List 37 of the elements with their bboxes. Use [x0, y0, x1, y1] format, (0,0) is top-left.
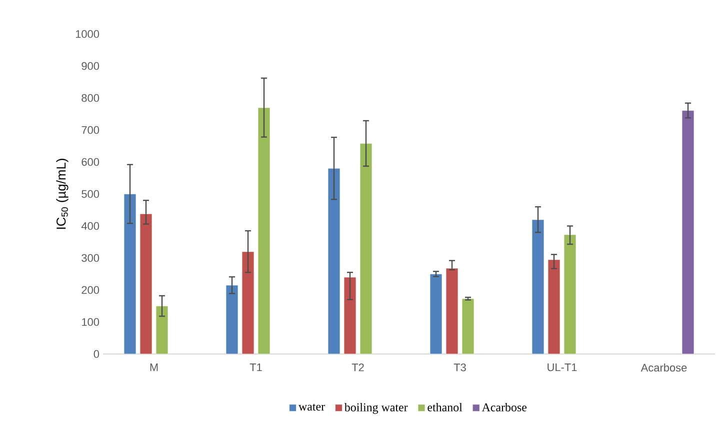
bar	[462, 298, 474, 354]
legend-label: water	[298, 404, 325, 411]
bar	[124, 194, 136, 354]
bar	[548, 259, 560, 354]
x-tick-label: M	[150, 364, 158, 372]
bar	[242, 251, 254, 354]
legend-label: Acarbose	[482, 402, 527, 412]
bar	[564, 234, 576, 354]
y-tick-label: 600	[82, 158, 100, 166]
x-tick-label: T1	[250, 364, 262, 372]
y-tick-label: 700	[82, 126, 100, 134]
bar	[360, 143, 372, 354]
y-tick-label: 800	[82, 94, 100, 102]
bar	[258, 107, 270, 354]
y-tick-label: 400	[81, 222, 100, 230]
y-tick-label: 500	[82, 190, 100, 198]
bar	[532, 219, 544, 354]
x-tick-label: Acarbose	[640, 364, 687, 372]
legend-label: boiling water	[344, 402, 408, 414]
legend-label: ethanol	[428, 402, 462, 412]
y-axis-title: IC$_{50}$ (µg/mL)	[56, 158, 68, 229]
y-tick-label: 300	[82, 254, 100, 262]
bar	[430, 274, 442, 354]
y-tick-label: 900	[82, 62, 100, 70]
x-tick-label: UL-T1	[548, 364, 577, 372]
bar	[140, 214, 152, 354]
y-tick-label: 1000	[76, 30, 100, 38]
bar	[328, 168, 340, 354]
bar	[344, 276, 356, 354]
y-tick-label: 200	[82, 286, 100, 294]
bar	[156, 306, 168, 354]
bar	[226, 284, 238, 354]
x-tick-label: T3	[454, 364, 466, 372]
bar	[446, 268, 458, 354]
y-tick-label: 0	[94, 350, 100, 358]
y-tick-label: 100	[82, 318, 100, 326]
x-tick-label: T2	[352, 364, 364, 372]
